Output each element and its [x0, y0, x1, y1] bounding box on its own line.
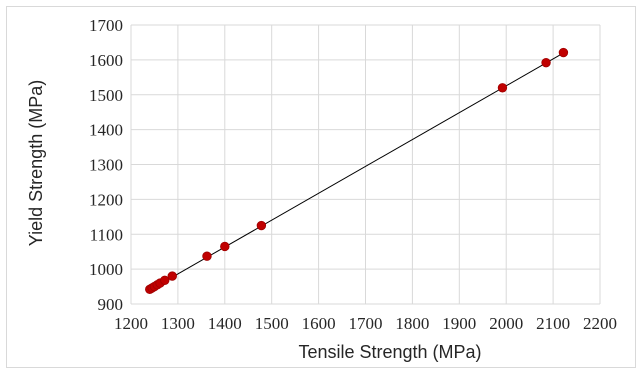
- x-tick-label: 1800: [395, 314, 429, 333]
- y-axis-title: Yield Strength (MPa): [26, 80, 46, 246]
- y-tick-label: 1500: [89, 86, 123, 105]
- trendline-layer: [149, 51, 566, 291]
- x-tick-label: 1300: [161, 314, 195, 333]
- x-tick-label: 1900: [442, 314, 476, 333]
- data-points: [145, 47, 569, 295]
- data-point: [167, 271, 177, 281]
- chart-frame: [6, 6, 636, 368]
- x-axis-title: Tensile Strength (MPa): [298, 342, 481, 362]
- data-point: [160, 275, 170, 285]
- data-point: [220, 241, 230, 252]
- y-tick-label: 1400: [89, 121, 123, 140]
- data-point: [202, 251, 212, 261]
- x-tick-label: 1600: [302, 314, 336, 333]
- y-tick-label: 1600: [89, 51, 123, 70]
- x-tick-label: 1400: [208, 314, 242, 333]
- y-tick-label: 1200: [89, 190, 123, 209]
- x-tick-label: 2200: [583, 314, 617, 333]
- x-tick-labels: 1200 1300 1400 1500 1600 1700 1800 1900 2000 2100…: [114, 314, 617, 333]
- x-tick-label: 1700: [349, 314, 383, 333]
- y-tick-label: 1700: [89, 16, 123, 35]
- y-tick-label: 900: [98, 295, 124, 314]
- x-tick-label: 2000: [489, 314, 523, 333]
- data-point: [558, 47, 569, 58]
- y-tick-label: 1300: [89, 156, 123, 175]
- data-point: [256, 220, 267, 231]
- y-tick-label: 1000: [89, 260, 123, 279]
- x-tick-label: 2100: [536, 314, 570, 333]
- x-tick-label: 1500: [255, 314, 289, 333]
- data-point: [541, 57, 551, 68]
- x-tick-label: 1200: [114, 314, 148, 333]
- trendline: [149, 51, 566, 291]
- y-tick-labels: 900 1000 1100 1200 1300 1400 1500 1600 1700: [89, 16, 123, 314]
- data-point: [497, 83, 508, 93]
- gridlines: [130, 24, 601, 305]
- y-tick-label: 1100: [90, 225, 123, 244]
